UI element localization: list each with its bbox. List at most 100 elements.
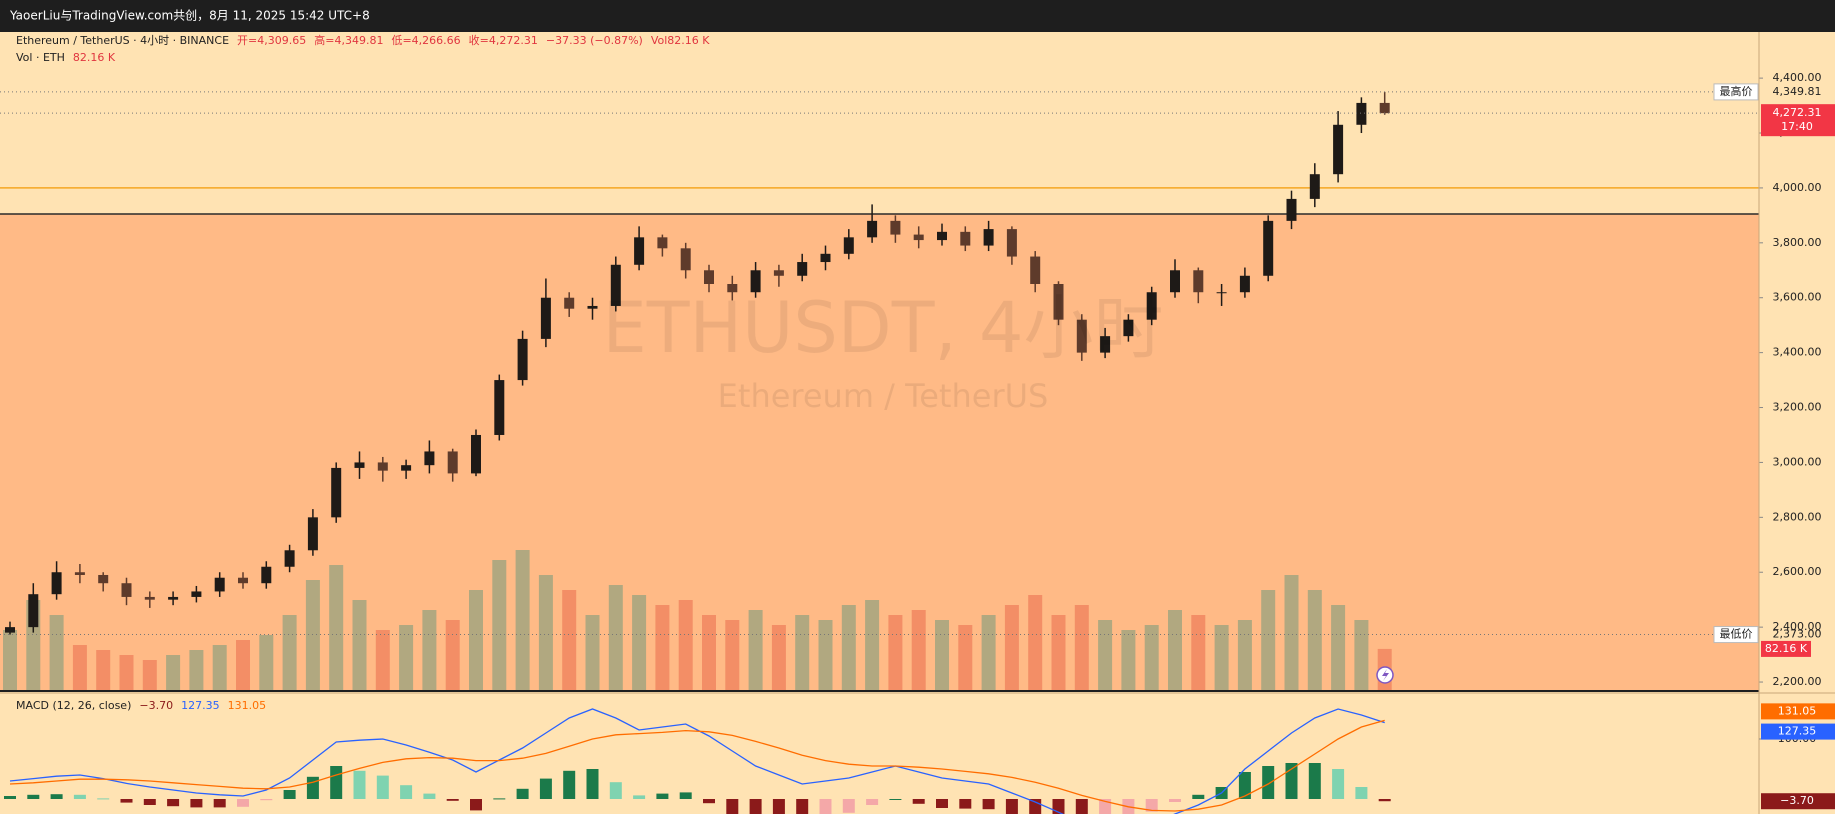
macd-value-box bbox=[1761, 703, 1835, 720]
candle-body bbox=[284, 550, 295, 567]
volume-bar bbox=[1307, 590, 1322, 690]
candle-body bbox=[74, 572, 85, 575]
volume-bar bbox=[1214, 625, 1229, 690]
volume-bar bbox=[841, 605, 856, 690]
macd-histogram-bar bbox=[376, 775, 389, 799]
volume-bar bbox=[282, 615, 297, 690]
macd-histogram-bar bbox=[1285, 763, 1298, 799]
volume-bar bbox=[725, 620, 740, 690]
candle-body bbox=[680, 248, 691, 271]
watermark-title: ETHUSDT, 4小时 bbox=[603, 287, 1164, 369]
macd-histogram-bar bbox=[703, 799, 715, 804]
macd-histogram-bar bbox=[936, 799, 948, 808]
volume-bar bbox=[1121, 630, 1136, 690]
volume-bar bbox=[422, 610, 437, 690]
watermark-subtitle: Ethereum / TetherUS bbox=[718, 377, 1049, 415]
volume-bar bbox=[166, 655, 181, 690]
candle-body bbox=[540, 297, 551, 339]
volume-bar bbox=[96, 650, 111, 690]
candle-body bbox=[214, 577, 225, 592]
candle-body bbox=[750, 270, 761, 293]
candle-body bbox=[1030, 256, 1041, 284]
y-tick-label: 3,200.00 bbox=[1773, 401, 1822, 414]
y-tick-label: 3,400.00 bbox=[1773, 346, 1822, 359]
macd-histogram-bar bbox=[446, 799, 459, 801]
candle-body bbox=[937, 231, 947, 241]
candle-body bbox=[1379, 102, 1390, 114]
macd-histogram-bar bbox=[1075, 799, 1088, 814]
candle-body bbox=[1100, 336, 1111, 353]
last-price-box bbox=[1761, 104, 1835, 137]
volume-bar bbox=[1028, 595, 1043, 690]
macd-histogram-bar bbox=[539, 778, 552, 799]
volume-bar bbox=[492, 560, 507, 690]
y-tick-label: 2,400.00 bbox=[1773, 620, 1822, 633]
candle-body bbox=[1309, 174, 1320, 199]
macd-histogram-bar bbox=[400, 785, 413, 799]
legend-change: −37.33 (−0.87%) bbox=[546, 34, 643, 47]
candle-body bbox=[797, 262, 808, 276]
candle-body bbox=[121, 583, 132, 597]
volume-bar bbox=[632, 595, 647, 690]
candle-body bbox=[1216, 292, 1227, 294]
candle-body bbox=[144, 596, 155, 600]
macd-histogram-bar bbox=[143, 799, 156, 805]
macd-histogram-bar bbox=[726, 799, 739, 814]
candle-body bbox=[1193, 270, 1204, 293]
candle-body bbox=[983, 229, 994, 246]
volume-bar bbox=[189, 650, 204, 690]
y-tick-label: 3,600.00 bbox=[1773, 291, 1822, 304]
candle-body bbox=[1333, 124, 1344, 175]
macd-histogram-bar bbox=[237, 799, 249, 807]
volume-bar bbox=[329, 565, 344, 690]
volume-bar bbox=[981, 615, 996, 690]
macd-histogram-bar bbox=[1355, 787, 1368, 799]
macd-histogram-bar bbox=[306, 776, 319, 799]
macd-histogram-bar bbox=[516, 788, 529, 799]
candle-body bbox=[1123, 319, 1134, 337]
macd-histogram-bar bbox=[679, 792, 692, 799]
macd-plot bbox=[4, 708, 1391, 814]
volume-bar bbox=[445, 620, 460, 690]
legend-line: Ethereum / TetherUS · 4小时 · BINANCE 开=4,3… bbox=[16, 33, 710, 47]
volume-bar bbox=[655, 605, 670, 690]
macd-histogram-bar bbox=[423, 793, 436, 799]
candle-body bbox=[5, 627, 15, 633]
volume-bar bbox=[702, 615, 716, 690]
volume-bar bbox=[1051, 615, 1066, 690]
candle-body bbox=[1170, 270, 1180, 293]
candle-body bbox=[564, 297, 575, 309]
volume-value: 82.16 K bbox=[73, 51, 116, 64]
countdown: 17:40 bbox=[1781, 120, 1813, 133]
y-tick-label: 3,000.00 bbox=[1773, 455, 1822, 468]
marker-name-box bbox=[1713, 626, 1759, 644]
candle-body bbox=[820, 253, 831, 263]
candle-body bbox=[1239, 275, 1250, 293]
volume-bar bbox=[49, 615, 64, 690]
macd-histogram-bar bbox=[353, 770, 366, 799]
volume-bar bbox=[678, 600, 693, 690]
volume-bar bbox=[865, 600, 880, 690]
macd-histogram-bar bbox=[563, 770, 576, 799]
macd-line bbox=[9, 708, 1385, 814]
volume-bar bbox=[352, 600, 367, 690]
macd-histogram-bar bbox=[167, 799, 180, 807]
marker-name: 最高价 bbox=[1720, 84, 1753, 98]
bolt-glyph bbox=[1382, 669, 1389, 681]
volume-bar bbox=[1144, 625, 1159, 690]
volume-bar bbox=[1191, 615, 1206, 690]
volume-bar bbox=[795, 615, 810, 690]
macd-histogram-bar bbox=[586, 769, 599, 799]
macd-histogram-bar bbox=[959, 799, 972, 809]
macd-histogram-bar bbox=[330, 766, 343, 799]
y-tick-label: 3,800.00 bbox=[1773, 236, 1822, 249]
macd-histogram-bar bbox=[866, 799, 879, 805]
volume-bar bbox=[1098, 620, 1113, 690]
macd-value: 127.35 bbox=[181, 699, 220, 712]
candle-body bbox=[867, 220, 878, 238]
volume-bar bbox=[236, 640, 250, 690]
macd-histogram-bar bbox=[1238, 772, 1251, 799]
legend-open: 开=4,309.65 bbox=[237, 34, 306, 47]
macd-title: MACD (12, 26, close) bbox=[16, 699, 131, 712]
